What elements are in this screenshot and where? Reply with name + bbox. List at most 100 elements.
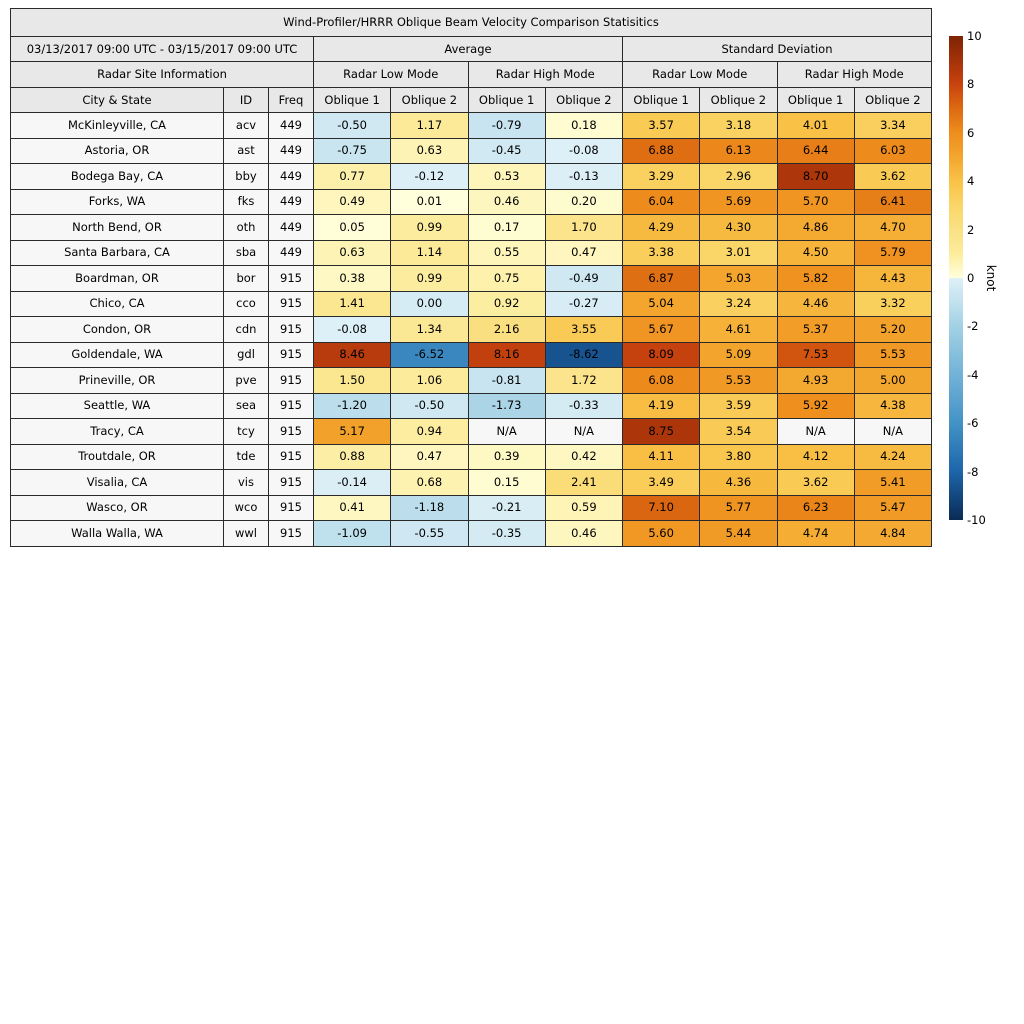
value-cell: 1.06 [390, 367, 469, 394]
value-cell: 0.05 [312, 214, 392, 241]
colorbar-tick-label: -2 [967, 319, 979, 334]
freq-cell: 915 [268, 341, 314, 368]
value-cell: 4.70 [853, 214, 933, 241]
site-id-cell: tde [223, 443, 269, 470]
freq-cell: 449 [268, 137, 314, 164]
city-cell: Boardman, OR [10, 265, 224, 292]
value-cell: 4.29 [621, 214, 701, 241]
value-cell: 5.41 [853, 469, 933, 496]
table-body: McKinleyville, CA acv 449 -0.50 1.17 -0.79 0.1… [10, 112, 933, 547]
value-cell: 4.84 [853, 520, 933, 547]
value-cell: 3.55 [544, 316, 624, 343]
freq-cell: 449 [268, 163, 314, 190]
table-row: North Bend, OR oth 449 0.05 0.99 0.17 1.70 4.29… [10, 214, 933, 241]
value-cell: 5.67 [621, 316, 701, 343]
site-id-cell: acv [223, 112, 269, 139]
value-cell: 1.17 [390, 112, 469, 139]
site-id-cell: fks [223, 188, 269, 215]
city-cell: Astoria, OR [10, 137, 224, 164]
value-cell: 4.19 [621, 392, 701, 419]
site-info-header: Radar Site Information [10, 61, 314, 88]
city-cell: Visalia, CA [10, 469, 224, 496]
mode-header-std-low: Radar Low Mode [622, 61, 778, 88]
value-cell: 7.53 [776, 341, 855, 368]
site-id-cell: vis [223, 469, 269, 496]
city-cell: Wasco, OR [10, 494, 224, 521]
value-cell: -1.09 [312, 520, 392, 547]
value-cell: 4.50 [776, 239, 855, 266]
value-cell: -0.55 [390, 520, 469, 547]
city-cell: Prineville, OR [10, 367, 224, 394]
value-cell: 6.88 [621, 137, 701, 164]
value-cell: 8.16 [467, 341, 546, 368]
colorbar-tick-label: 2 [967, 222, 975, 237]
value-cell: 4.74 [776, 520, 855, 547]
site-id-cell: sba [223, 239, 269, 266]
value-cell: 6.03 [853, 137, 933, 164]
column-header-freq: Freq [268, 87, 314, 113]
value-cell: 0.92 [467, 290, 546, 317]
value-cell: 5.82 [776, 265, 855, 292]
city-cell: Chico, CA [10, 290, 224, 317]
city-cell: Santa Barbara, CA [10, 239, 224, 266]
freq-cell: 449 [268, 239, 314, 266]
mode-header-std-high: Radar High Mode [776, 61, 932, 88]
value-cell: 1.72 [544, 367, 624, 394]
value-cell: 3.57 [621, 112, 701, 139]
value-cell: -0.79 [467, 112, 546, 139]
colorbar-tick-label: 4 [967, 174, 975, 189]
table-row: Troutdale, OR tde 915 0.88 0.47 0.39 0.42 4.11 3… [10, 443, 933, 470]
freq-cell: 449 [268, 112, 314, 139]
value-cell: N/A [853, 418, 933, 445]
value-cell: 5.17 [312, 418, 392, 445]
value-cell: -0.12 [390, 163, 469, 190]
value-cell: 4.30 [699, 214, 778, 241]
value-cell: 6.44 [776, 137, 855, 164]
value-cell: 5.53 [853, 341, 933, 368]
mode-header-row: Radar Site Information Radar Low Mode Ra… [10, 61, 932, 88]
value-cell: 0.42 [544, 443, 624, 470]
value-cell: 1.70 [544, 214, 624, 241]
table-title: Wind-Profiler/HRRR Oblique Beam Velocity… [10, 8, 932, 37]
table-row: Santa Barbara, CA sba 449 0.63 1.14 0.55 0.47 3… [10, 239, 933, 266]
city-cell: North Bend, OR [10, 214, 224, 241]
value-cell: 1.34 [390, 316, 469, 343]
value-cell: 5.00 [853, 367, 933, 394]
value-cell: 0.55 [467, 239, 546, 266]
city-cell: Forks, WA [10, 188, 224, 215]
site-id-cell: pve [223, 367, 269, 394]
column-header-oblique: Oblique 1 [467, 87, 546, 113]
column-header-oblique: Oblique 1 [621, 87, 701, 113]
value-cell: 3.59 [699, 392, 778, 419]
colorbar-tick-label: 10 [967, 29, 982, 43]
value-cell: -0.13 [544, 163, 624, 190]
column-header-oblique: Oblique 1 [776, 87, 855, 113]
value-cell: 4.38 [853, 392, 933, 419]
value-cell: 0.47 [390, 443, 469, 470]
value-cell: 3.01 [699, 239, 778, 266]
city-cell: Walla Walla, WA [10, 520, 224, 547]
value-cell: -0.14 [312, 469, 392, 496]
value-cell: 0.99 [390, 265, 469, 292]
value-cell: 5.53 [699, 367, 778, 394]
value-cell: 4.43 [853, 265, 933, 292]
table-row: Boardman, OR bor 915 0.38 0.99 0.75 -0.49 6.87 5… [10, 265, 933, 292]
colorbar-tick-label: -8 [967, 464, 979, 479]
value-cell: N/A [467, 418, 546, 445]
freq-cell: 915 [268, 418, 314, 445]
table-row: Visalia, CA vis 915 -0.14 0.68 0.15 2.41 3.49 4.… [10, 469, 933, 496]
column-header-city: City & State [10, 87, 224, 113]
freq-cell: 449 [268, 188, 314, 215]
value-cell: 5.70 [776, 188, 855, 215]
value-cell: 6.41 [853, 188, 933, 215]
colorbar-tick-label: 6 [967, 125, 975, 140]
value-cell: -6.52 [390, 341, 469, 368]
group-header-row: 03/13/2017 09:00 UTC - 03/15/2017 09:00 … [10, 36, 932, 62]
site-id-cell: cco [223, 290, 269, 317]
site-id-cell: sea [223, 392, 269, 419]
site-id-cell: wwl [223, 520, 269, 547]
value-cell: 6.08 [621, 367, 701, 394]
value-cell: 1.14 [390, 239, 469, 266]
mode-header-avg-low: Radar Low Mode [313, 61, 469, 88]
value-cell: 5.09 [699, 341, 778, 368]
